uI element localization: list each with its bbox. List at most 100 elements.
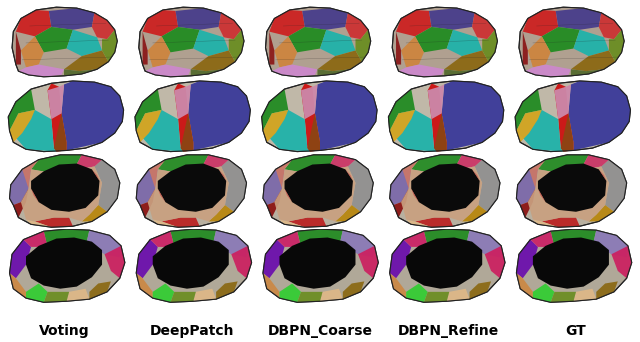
Text: Voting: Voting xyxy=(38,324,90,338)
Polygon shape xyxy=(415,218,453,227)
Polygon shape xyxy=(317,69,351,76)
Polygon shape xyxy=(538,155,589,173)
Polygon shape xyxy=(297,229,343,250)
Polygon shape xyxy=(516,240,538,278)
Polygon shape xyxy=(136,155,246,227)
Polygon shape xyxy=(406,237,482,289)
Polygon shape xyxy=(390,155,500,227)
Polygon shape xyxy=(346,13,368,39)
Polygon shape xyxy=(550,292,576,302)
Polygon shape xyxy=(47,83,67,152)
Polygon shape xyxy=(554,83,573,152)
Polygon shape xyxy=(390,240,412,278)
Polygon shape xyxy=(10,169,31,205)
Polygon shape xyxy=(136,110,183,152)
Polygon shape xyxy=(611,246,632,278)
Polygon shape xyxy=(355,30,371,62)
Polygon shape xyxy=(280,220,305,227)
Polygon shape xyxy=(326,155,355,171)
Polygon shape xyxy=(412,155,462,173)
Polygon shape xyxy=(174,84,191,119)
Polygon shape xyxy=(301,83,320,152)
Polygon shape xyxy=(556,8,602,30)
Polygon shape xyxy=(170,292,196,302)
Polygon shape xyxy=(272,65,317,77)
Polygon shape xyxy=(193,30,228,56)
Polygon shape xyxy=(139,7,244,77)
Polygon shape xyxy=(135,81,250,152)
Polygon shape xyxy=(153,284,174,302)
Polygon shape xyxy=(388,89,415,131)
Polygon shape xyxy=(442,81,504,150)
Polygon shape xyxy=(403,160,419,189)
Polygon shape xyxy=(396,32,401,65)
Polygon shape xyxy=(170,229,216,250)
Polygon shape xyxy=(158,155,209,173)
Polygon shape xyxy=(193,289,216,301)
Polygon shape xyxy=(31,189,38,202)
Polygon shape xyxy=(31,155,82,173)
Polygon shape xyxy=(153,237,228,289)
Polygon shape xyxy=(8,89,35,131)
Polygon shape xyxy=(136,169,158,205)
Polygon shape xyxy=(541,27,580,52)
Polygon shape xyxy=(136,240,158,278)
Polygon shape xyxy=(404,231,428,247)
Polygon shape xyxy=(47,84,64,119)
Text: DBPN_Coarse: DBPN_Coarse xyxy=(268,324,372,338)
Polygon shape xyxy=(21,167,102,221)
Polygon shape xyxy=(90,281,111,299)
Polygon shape xyxy=(277,231,301,247)
Polygon shape xyxy=(280,237,355,289)
Polygon shape xyxy=(516,155,627,227)
Polygon shape xyxy=(8,81,124,152)
Polygon shape xyxy=(447,289,470,301)
Polygon shape xyxy=(573,30,609,56)
Polygon shape xyxy=(529,160,545,189)
Polygon shape xyxy=(10,273,26,298)
Polygon shape xyxy=(67,289,90,301)
Polygon shape xyxy=(10,155,120,227)
Polygon shape xyxy=(26,237,102,289)
Polygon shape xyxy=(263,240,285,278)
Polygon shape xyxy=(285,163,353,212)
Polygon shape xyxy=(390,169,412,205)
Polygon shape xyxy=(523,10,558,36)
Polygon shape xyxy=(406,284,428,302)
Polygon shape xyxy=(470,281,491,299)
Polygon shape xyxy=(475,160,500,212)
Polygon shape xyxy=(95,160,120,212)
Polygon shape xyxy=(288,218,326,227)
Polygon shape xyxy=(609,30,624,62)
Polygon shape xyxy=(275,167,355,221)
Polygon shape xyxy=(136,110,162,142)
Polygon shape xyxy=(191,51,235,71)
Polygon shape xyxy=(571,69,604,76)
Polygon shape xyxy=(550,229,596,250)
Polygon shape xyxy=(188,81,250,150)
Polygon shape xyxy=(390,110,436,152)
Polygon shape xyxy=(523,32,528,65)
Polygon shape xyxy=(67,30,102,56)
Polygon shape xyxy=(531,231,554,247)
Polygon shape xyxy=(35,27,73,52)
Polygon shape xyxy=(285,155,335,173)
Polygon shape xyxy=(13,189,29,218)
Polygon shape xyxy=(149,160,165,189)
Polygon shape xyxy=(392,7,497,77)
Polygon shape xyxy=(10,110,35,142)
Polygon shape xyxy=(35,218,73,227)
Polygon shape xyxy=(174,83,193,152)
Polygon shape xyxy=(428,83,447,152)
Polygon shape xyxy=(515,89,541,131)
Polygon shape xyxy=(140,189,156,218)
Polygon shape xyxy=(541,218,580,227)
Polygon shape xyxy=(16,10,51,36)
Polygon shape xyxy=(434,114,447,152)
Polygon shape xyxy=(482,30,497,62)
Polygon shape xyxy=(596,281,618,299)
Polygon shape xyxy=(212,230,248,258)
Polygon shape xyxy=(554,84,571,119)
Polygon shape xyxy=(538,163,606,212)
Polygon shape xyxy=(262,81,377,152)
